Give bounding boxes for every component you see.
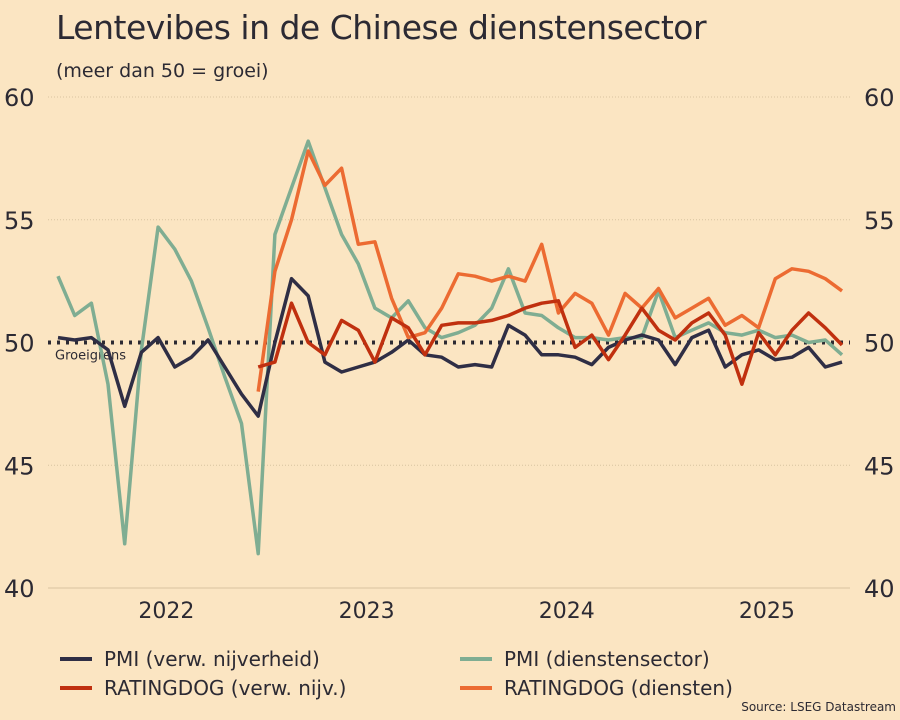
y-tick-label-left: 45: [4, 452, 35, 480]
legend-swatch: [60, 685, 92, 690]
x-tick-label: 2025: [739, 599, 795, 624]
series-line-0: [57, 276, 843, 418]
y-tick-label-left: 60: [4, 84, 35, 112]
growth-threshold-label: Groeigrens: [55, 349, 126, 364]
x-tick-label: 2023: [339, 599, 395, 624]
y-tick-label-right: 60: [864, 84, 895, 112]
x-tick-label: 2024: [539, 599, 595, 624]
legend-label: RATINGDOG (diensten): [504, 675, 733, 700]
legend-label: PMI (dienstensector): [504, 646, 710, 671]
legend-swatch: [60, 656, 92, 661]
legend-item: PMI (dienstensector): [460, 645, 840, 672]
legend-item: PMI (verw. nijverheid): [60, 645, 460, 672]
chart-title: Lentevibes in de Chinese dienstensector: [56, 8, 707, 47]
legend-item: RATINGDOG (diensten): [460, 674, 840, 701]
series-line-1: [56, 139, 844, 556]
chart-subtitle: (meer dan 50 = groei): [56, 60, 269, 82]
series-line-2: [257, 299, 844, 386]
y-tick-label-left: 50: [4, 330, 35, 358]
series-line-3: [256, 149, 844, 392]
legend-swatch: [460, 656, 492, 661]
y-tick-label-right: 45: [864, 452, 895, 480]
legend-label: PMI (verw. nijverheid): [104, 646, 320, 671]
legend-label: RATINGDOG (verw. nijv.): [104, 675, 347, 700]
legend-swatch: [460, 685, 492, 690]
source-note: Source: LSEG Datastream: [741, 700, 896, 714]
x-tick-label: 2022: [138, 599, 194, 624]
y-tick-label-left: 55: [4, 207, 35, 235]
legend-item: RATINGDOG (verw. nijv.): [60, 674, 460, 701]
y-tick-label-right: 55: [864, 207, 895, 235]
y-tick-label-right: 50: [864, 330, 895, 358]
y-tick-label-left: 40: [4, 575, 35, 603]
legend: PMI (verw. nijverheid) PMI (dienstensect…: [60, 645, 840, 701]
y-tick-label-right: 40: [864, 575, 895, 603]
